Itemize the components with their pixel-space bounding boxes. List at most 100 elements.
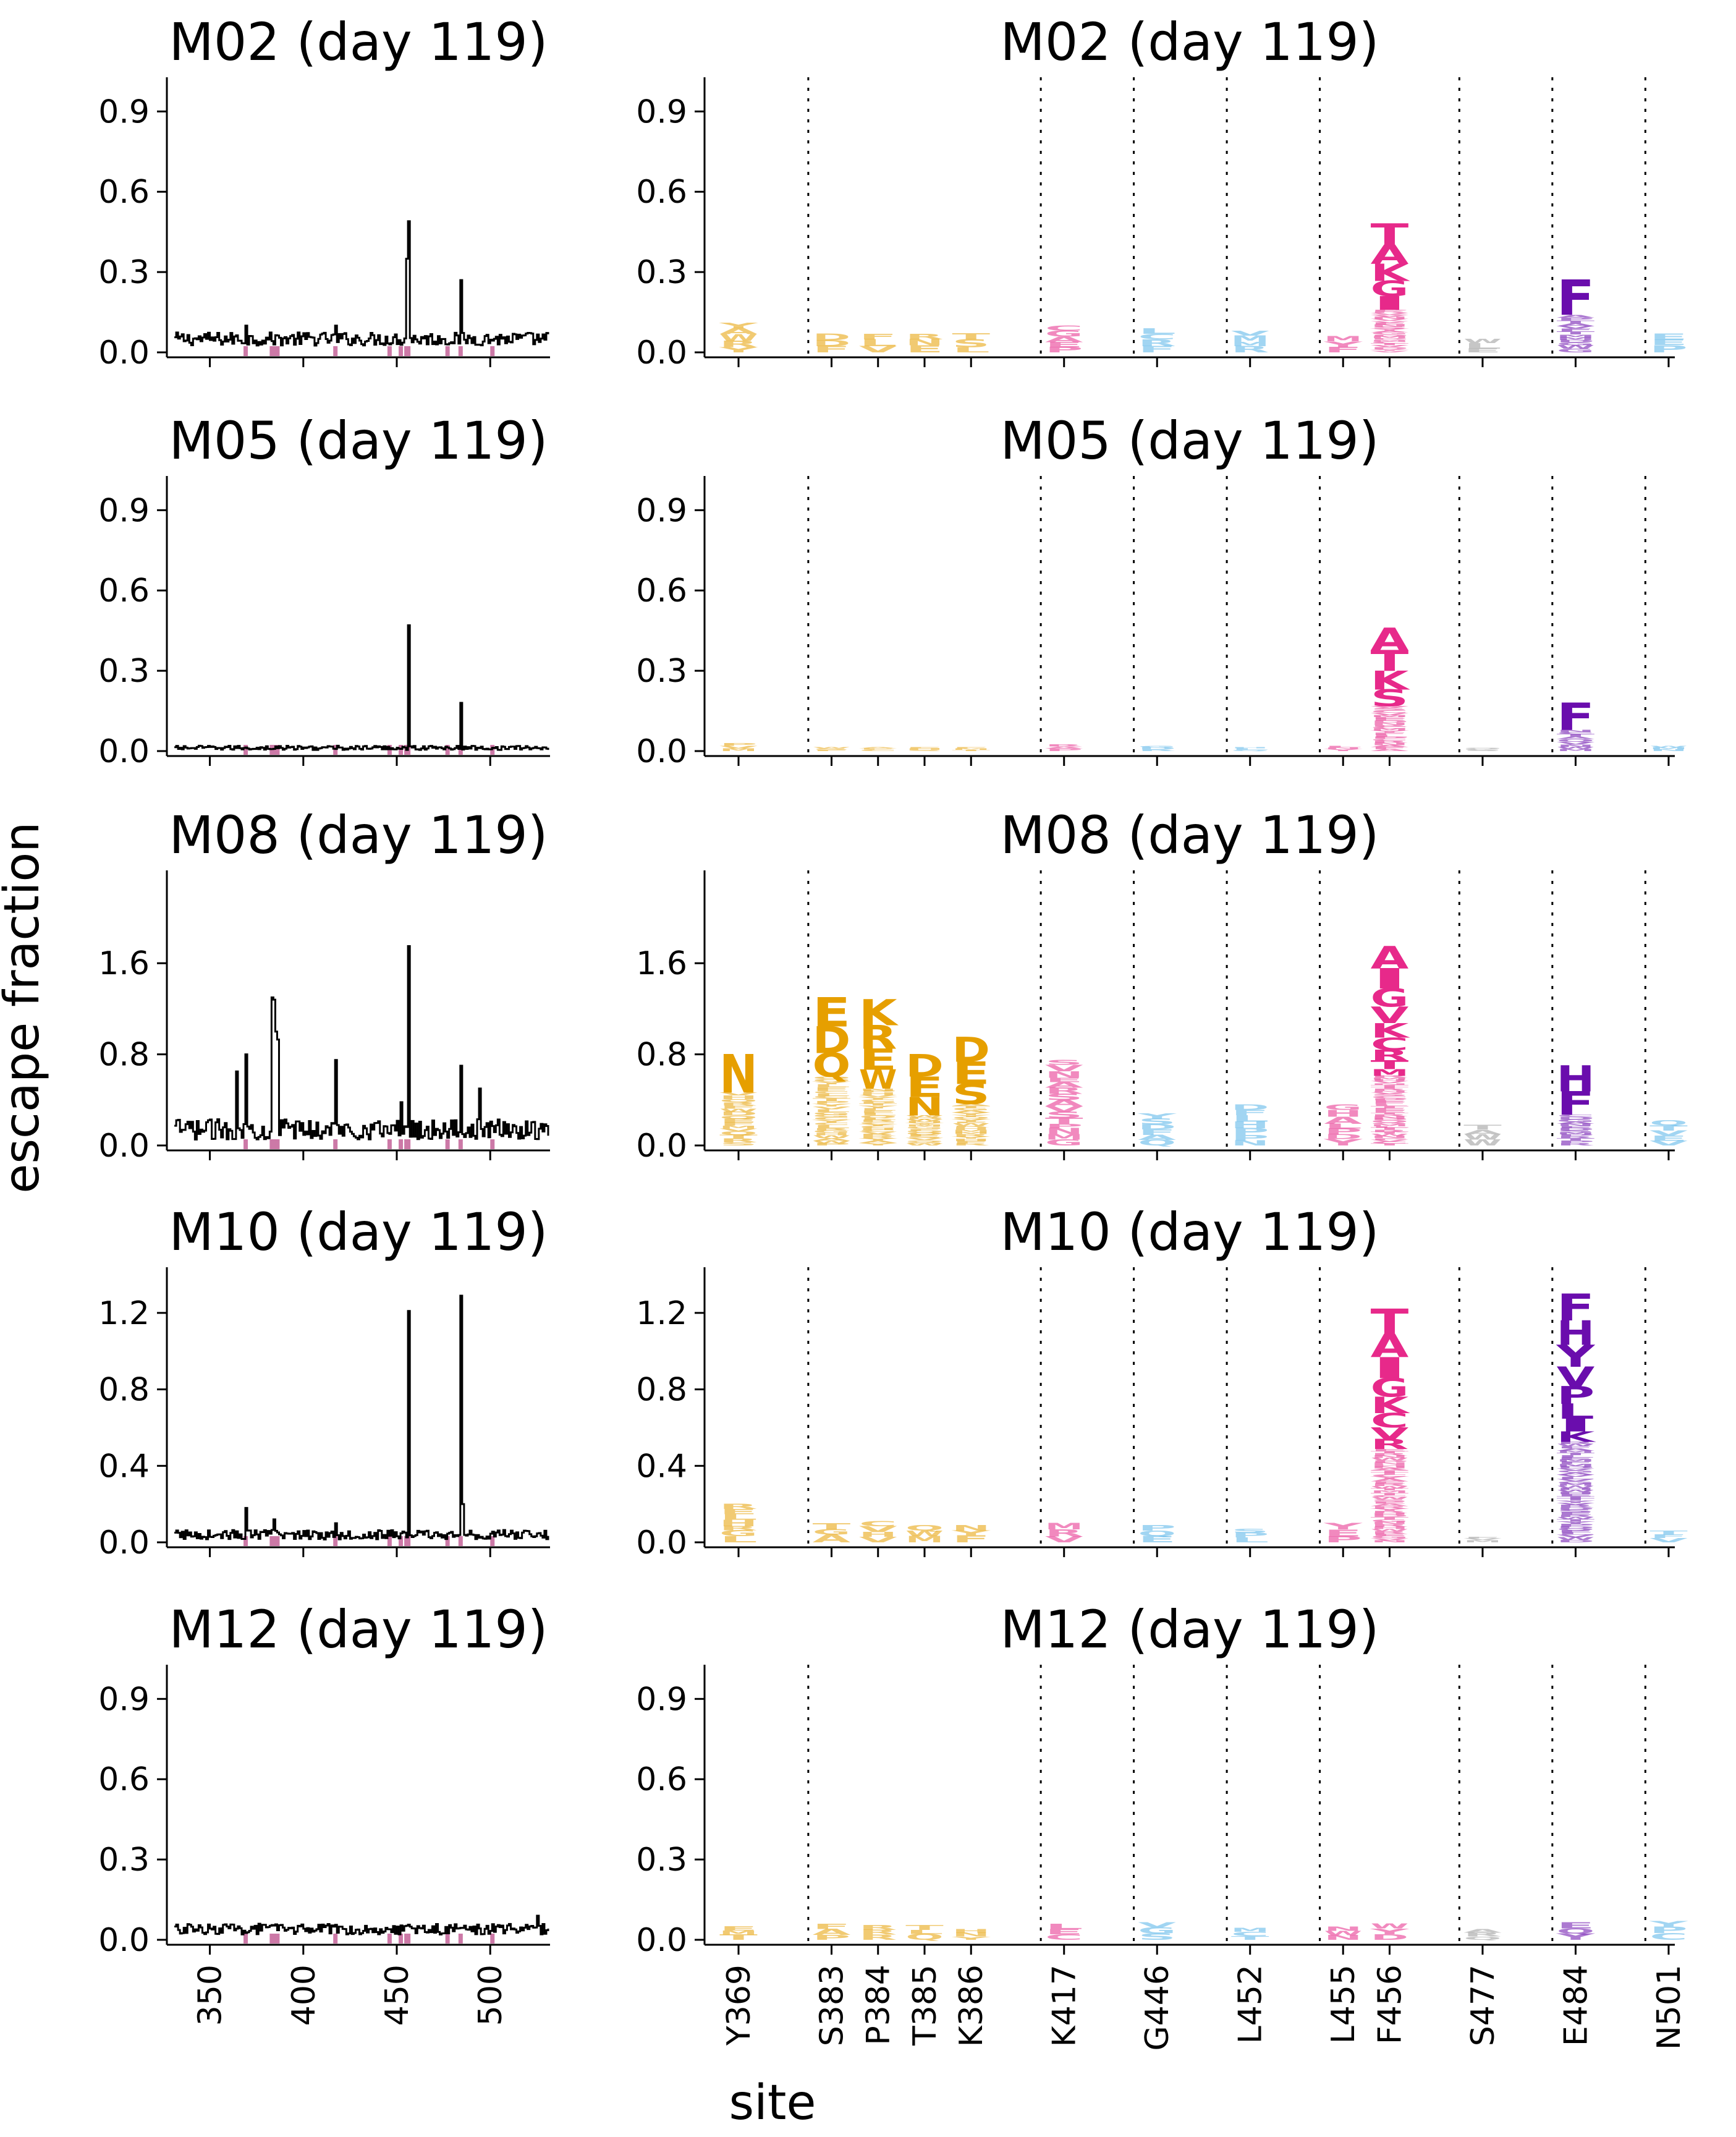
logo-letter: T [1557,1452,1595,1456]
logo-letter: V [859,1536,897,1544]
logo-letter: G [813,1527,851,1536]
logo-letter: D [1371,720,1409,723]
logo-letter-glyph: W [1463,1132,1502,1141]
logo-letter: Y [1370,1927,1409,1936]
logo-letter: V [1371,1538,1409,1542]
logo-letter: N [1324,747,1362,749]
logo-letter: T [905,1924,944,1931]
logo-letter-glyph: C [813,1116,851,1121]
logo-letter: V [1371,351,1409,353]
logo-letter-glyph: A [859,747,897,749]
logo-letter: P [1231,1134,1269,1142]
logo-letter-glyph: E [1045,341,1083,349]
logo-letter-glyph: M [1371,715,1409,718]
logo-letter: N [1045,1127,1083,1136]
logo-letter: N [1371,1455,1409,1459]
logo-letter: A [719,326,758,336]
logo-letter: R [1371,724,1409,727]
logo-letter: L [1324,1123,1362,1131]
logo-letter-glyph: P [1649,1925,1688,1935]
logo-letter: Q [1557,738,1595,742]
logo-letter: P [859,1090,897,1094]
logo-letter-glyph: T [1557,733,1595,737]
logo-letter-glyph: L [1557,1455,1595,1458]
logo-letter-glyph: W [905,1115,944,1118]
logo-letter: V [1045,1535,1083,1545]
logo-letter-glyph: T [1649,1124,1688,1132]
logo-letter-glyph: C [813,1122,851,1126]
logo-letter-glyph: S [905,750,944,752]
logo-letter: G [813,1114,851,1118]
logo-letter: A [1138,1134,1176,1142]
logo-letter-glyph: P [1045,1123,1083,1130]
logo-letter: L [813,1093,851,1097]
logo-letter: C [1371,1474,1409,1477]
logo-letter-glyph: A [1371,940,1409,976]
logo-letter-glyph: G [1557,1119,1595,1123]
logo-letter-glyph: E [1371,718,1409,721]
logo-letter-glyph: H [859,1128,897,1131]
logo-letter-glyph: R [1371,1075,1409,1078]
logo-letter-glyph: K [859,992,899,1034]
logo-letter: R [719,1102,758,1107]
logo-letter: W [1557,344,1595,350]
logo-letter-glyph: Y [1137,1112,1177,1120]
logo-letter-glyph: E [813,990,851,1037]
logo-letter-glyph: N [1371,1521,1409,1525]
logo-letter: P [1649,1925,1688,1935]
logo-letter: A [952,1103,990,1107]
logo-letter-glyph: C [1231,1931,1269,1937]
logo-letter: D [1557,339,1595,344]
logo-letter: A [1371,622,1409,658]
logo-letter: V [1371,312,1409,315]
logo-letter: H [859,1531,897,1539]
marked-site [458,1934,463,1944]
logo-letter: Y [1137,1112,1177,1120]
logo-letter-glyph: N [719,1044,758,1106]
logo-letter-glyph: V [1649,1129,1688,1137]
logo-letter: T [1557,1137,1595,1141]
logo-letter-glyph: F [1138,344,1176,354]
escape-line [174,1914,549,1935]
logo-letter-glyph: H [1371,1079,1409,1082]
logo-letter-glyph: T [1371,1143,1409,1146]
logo-letter: T [1371,1087,1409,1090]
logo-letter: R [859,1119,897,1123]
logo-letter: H [952,1138,990,1142]
logo-letter: L [1138,327,1176,336]
logo-letter: E [1371,1502,1409,1505]
logo-letter: F [813,344,851,354]
logo-letter: N [1371,1090,1409,1093]
logo-letter: G [813,1111,851,1116]
logo-letter: Q [813,1047,851,1085]
logo-letter: H [1557,1058,1595,1100]
logo-letter: D [1371,347,1409,350]
logo-letter-glyph: M [1557,1450,1595,1453]
logo-letter-glyph: N [1371,1462,1409,1465]
logo-letter-glyph: Y [858,1137,898,1141]
logo-letter-glyph: E [1371,1100,1409,1103]
logo-letter: R [905,332,944,341]
logo-letter-glyph: E [1557,1457,1595,1460]
logo-letter: N [1649,749,1688,752]
logo-letter-glyph: V [1371,1002,1409,1029]
logo-letter-glyph: A [1371,239,1409,270]
logo-letter: G [1371,984,1409,1013]
logo-letter: A [859,1140,897,1144]
logo-letter-glyph: G [1371,1373,1409,1403]
logo-letter: L [1371,1126,1409,1128]
logo-letter-glyph: Q [1557,738,1595,742]
logo-letter: N [1557,1123,1595,1127]
logo-letter-glyph: S [1138,1932,1176,1942]
logo-letter: M [952,1131,990,1134]
logo-letter-glyph: F [859,332,897,341]
logo-letter-glyph: P [1557,1140,1595,1144]
logo-letter-glyph: G [1371,1535,1409,1539]
logo-letter-glyph: E [1371,1108,1409,1111]
logo-letter: A [1045,746,1083,749]
logo-letter: G [719,1529,758,1538]
logo-letter-glyph: H [719,1094,758,1100]
logo-letter-glyph: V [1557,1474,1595,1477]
logo-letter-glyph: A [952,1103,990,1107]
logo-letter: G [1557,1470,1595,1473]
